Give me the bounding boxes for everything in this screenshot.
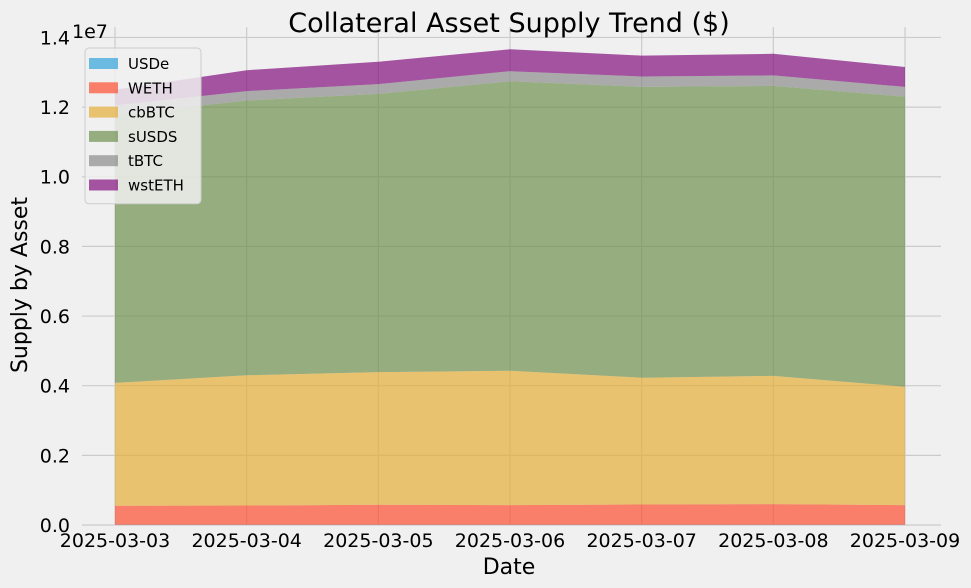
area-tbtc [115,71,905,115]
x-tick-label: 2025-03-05 [323,530,433,552]
legend-swatch [89,155,118,167]
legend-swatch [89,179,118,191]
legend-label: cbBTC [128,104,175,122]
y-tick-label: 0.2 [40,445,70,467]
y-tick-label: 0.6 [40,306,70,328]
legend-swatch [89,130,118,142]
x-tick-label: 2025-03-04 [191,530,301,552]
legend: USDe WETH cbBTC sUSDS tBTC wstETH [84,47,202,205]
legend-swatch [89,106,118,118]
legend-swatch [89,82,118,94]
y-tick-label: 1.2 [40,97,70,119]
x-axis-title: Date [483,555,536,580]
y-tick-label: 0.4 [40,376,70,398]
area-susds [115,81,905,387]
legend-label: wstETH [128,177,184,195]
axes: 0.0 0.2 0.4 0.6 0.8 1.0 1.2 1.4 2025-03-03 2025-0… [40,27,960,552]
legend-label: WETH [128,79,173,97]
x-tick-label: 2025-03-03 [60,530,170,552]
y-tick-label: 1.4 [40,27,70,49]
x-tick-label: 2025-03-08 [718,530,828,552]
x-tick-label: 2025-03-07 [586,530,696,552]
y-tick-label: 1.0 [40,167,70,189]
y-axis-title: Supply by Asset [8,197,33,373]
legend-label: tBTC [128,152,163,170]
y-tick-label: 0.8 [40,236,70,258]
legend-label: sUSDS [128,128,177,146]
x-tick-label: 2025-03-09 [850,530,960,552]
area-weth [115,504,905,525]
y-tick-label: 0.0 [40,515,70,537]
legend-swatch [89,58,118,69]
area-cbbtc [115,370,905,506]
legend-label: USDe [128,55,169,73]
y-offset-label: 1e7 [72,21,108,43]
x-tick-label: 2025-03-06 [455,530,565,552]
areas [115,49,905,525]
chart-title: Collateral Asset Supply Trend ($) [288,8,730,39]
area-wsteth [115,49,905,106]
